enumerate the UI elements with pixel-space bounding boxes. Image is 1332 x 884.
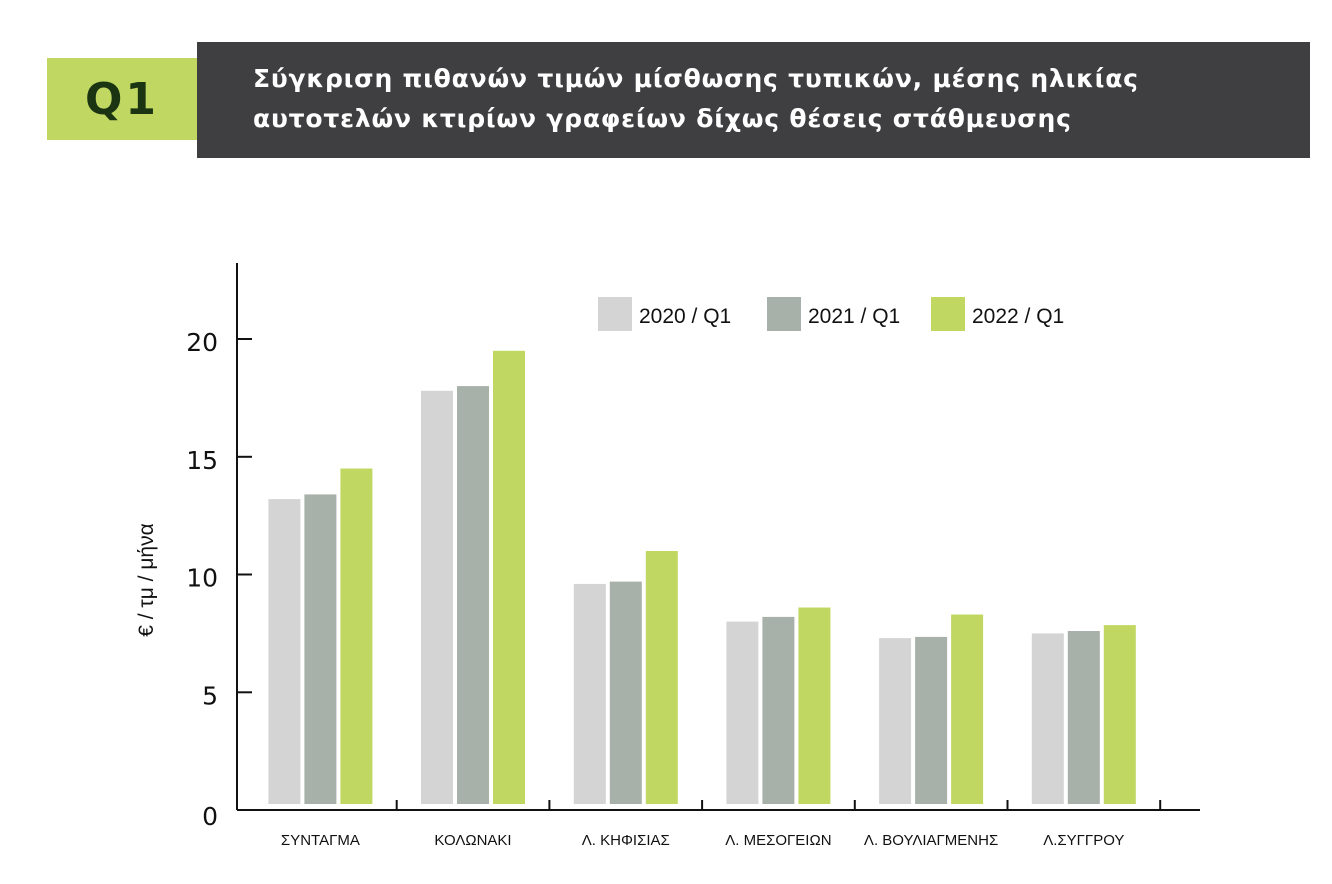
bar-4-series-1 (726, 621, 759, 804)
x-tick-label-4: Λ. ΜΕΣΟΓΕΙΩΝ (725, 832, 831, 849)
y-axis-label: € / τμ / μήνα (135, 523, 158, 637)
title-bar: Σύγκριση πιθανών τιμών μίσθωσης τυπικών,… (197, 42, 1310, 158)
y-tick-label-3: 10 (186, 564, 218, 593)
legend-label-3: 2022 / Q1 (972, 305, 1064, 328)
x-tick-label-6: Λ.ΣΥΓΓΡΟΥ (1043, 832, 1124, 849)
bar-4-series-3 (798, 607, 831, 804)
bar-1-series-3 (340, 468, 373, 804)
bar-6-series-1 (1031, 633, 1064, 804)
bar-4-series-2 (762, 616, 795, 804)
quarter-badge: Q1 (47, 58, 197, 140)
chart-title-line-1: Σύγκριση πιθανών τιμών μίσθωσης τυπικών,… (253, 64, 1139, 93)
x-tick-label-5: Λ. ΒΟΥΛΙΑΓΜΕΝΗΣ (864, 832, 998, 849)
legend-swatch-2 (767, 297, 801, 331)
bar-3-series-1 (573, 583, 606, 804)
bar-2-series-3 (493, 350, 525, 804)
x-tick-label-3: Λ. ΚΗΦΙΣΙΑΣ (582, 832, 670, 849)
bar-5-series-2 (915, 636, 948, 804)
bar-2-series-2 (457, 386, 489, 804)
bar-3-series-3 (645, 551, 678, 804)
bar-2-series-1 (421, 390, 453, 804)
x-tick-label-1: ΣΥΝΤΑΓΜΑ (281, 832, 360, 849)
bar-1-series-1 (268, 499, 301, 804)
y-tick-label-2: 5 (202, 681, 218, 710)
legend-label-2: 2021 / Q1 (808, 305, 900, 328)
bar-3-series-2 (609, 581, 642, 804)
bar-1-series-2 (304, 494, 337, 804)
badge-label: Q1 (84, 73, 160, 125)
chart-title-line-2: αυτοτελών κτιρίων γραφείων δίχως θέσεις … (253, 104, 1072, 133)
y-tick-label-1: 0 (202, 802, 218, 831)
bar-6-series-2 (1067, 631, 1100, 804)
y-tick-label-5: 20 (186, 328, 218, 357)
legend-swatch-3 (931, 297, 965, 331)
legend-label-1: 2020 / Q1 (639, 305, 731, 328)
x-tick-label-2: ΚΟΛΩΝΑΚΙ (434, 832, 511, 849)
legend-swatch-1 (598, 297, 632, 331)
y-tick-label-4: 15 (186, 446, 218, 475)
bar-6-series-3 (1103, 625, 1136, 804)
bar-5-series-1 (879, 638, 912, 804)
bar-5-series-3 (951, 614, 984, 804)
